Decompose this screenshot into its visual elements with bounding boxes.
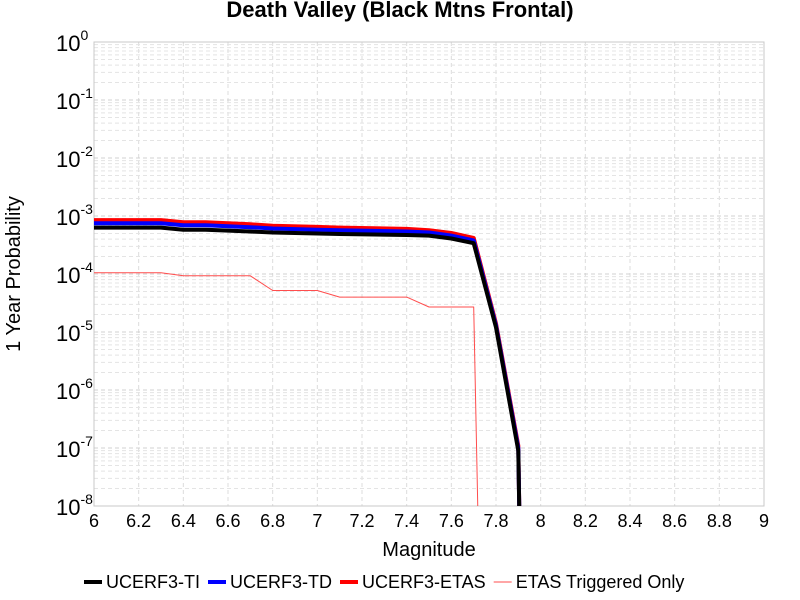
x-tick-label: 6.6 [215, 511, 240, 531]
y-tick-label: 10-3 [56, 201, 93, 230]
x-tick-label: 8 [536, 511, 546, 531]
plot-area-frame [93, 41, 765, 507]
y-tick-label: 10-5 [56, 317, 93, 346]
x-tick-label: 6.8 [260, 511, 285, 531]
y-tick-label: 10-4 [56, 259, 93, 288]
legend-label-etas-triggered-only: ETAS Triggered Only [516, 572, 685, 592]
series-line-ucerf3-ti [94, 225, 522, 506]
x-tick-label: 9 [759, 511, 769, 531]
x-tick-label: 7.8 [483, 511, 508, 531]
x-axis-label: Magnitude [382, 539, 475, 561]
y-tick-label: 10-8 [56, 491, 93, 520]
x-tick-label: 7.6 [439, 511, 464, 531]
series-group [94, 218, 522, 506]
x-tick-label: 7.4 [394, 511, 419, 531]
y-tick-label: 10-1 [56, 85, 93, 114]
chart-title: Death Valley (Black Mtns Frontal) [226, 0, 573, 22]
x-tick-label: 6 [89, 511, 99, 531]
x-tick-label: 6.4 [171, 511, 196, 531]
y-axis-label: 1 Year Probability [3, 196, 25, 352]
x-tick-label: 6.2 [126, 511, 151, 531]
legend-label-ucerf3-etas: UCERF3-ETAS [362, 572, 486, 592]
y-tick-label: 10-7 [56, 433, 93, 462]
x-tick-label: 7.2 [349, 511, 374, 531]
legend-label-ucerf3-td: UCERF3-TD [230, 572, 332, 592]
series-line-etas-triggered-only [94, 272, 479, 506]
x-tick-label: 8.8 [707, 511, 732, 531]
x-tick-label: 7 [312, 511, 322, 531]
legend: UCERF3-TI UCERF3-TD UCERF3-ETAS ETAS Trigge… [84, 572, 684, 592]
y-axis-ticks: 100 10-1 10-2 10-3 10-4 10-5 10-6 10-7 10-8 [56, 27, 93, 520]
series-lines [94, 218, 522, 506]
legend-label-ucerf3-ti: UCERF3-TI [106, 572, 200, 592]
y-tick-label: 10-2 [56, 143, 93, 172]
x-tick-label: 8.2 [573, 511, 598, 531]
y-tick-label: 10-6 [56, 375, 93, 404]
x-tick-label: 8.6 [662, 511, 687, 531]
x-axis-ticks: 6 6.2 6.4 6.6 6.8 7 7.2 7.4 7.6 7.8 8 8.2 8.4 8.6 8.8 9 [89, 511, 769, 531]
x-tick-label: 8.4 [617, 511, 642, 531]
grid [93, 41, 765, 507]
y-tick-label: 100 [56, 27, 88, 56]
